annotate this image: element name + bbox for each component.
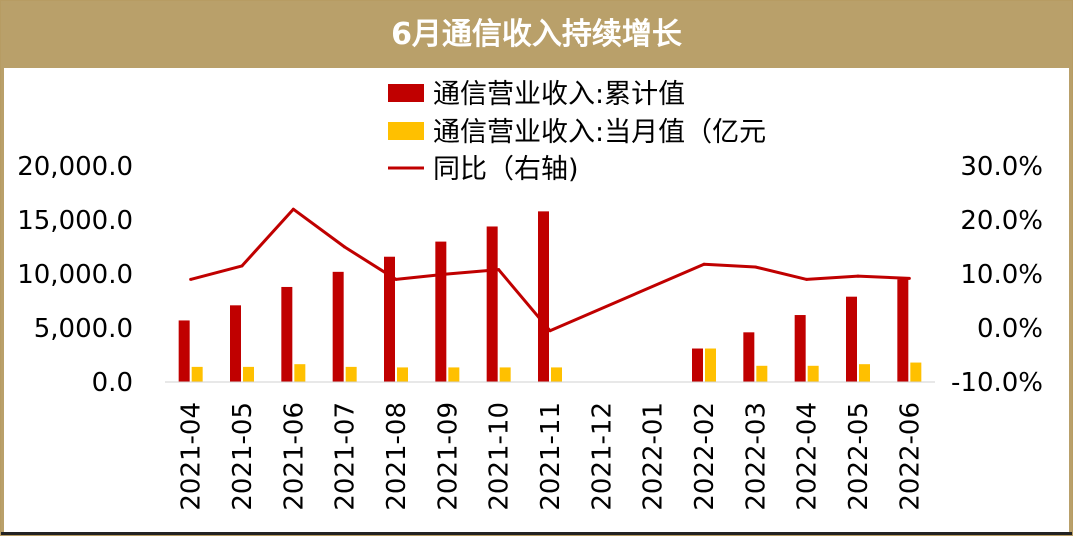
bar-monthly xyxy=(756,365,768,382)
yoy-point xyxy=(497,268,501,272)
x-axis-tick-label: 2022-02 xyxy=(690,402,720,511)
yoy-point xyxy=(394,277,398,281)
legend-label-cumulative: 通信营业收入:累计值 xyxy=(433,79,685,110)
right-axis-tick-label: 10.0% xyxy=(960,260,1043,290)
left-axis-tick-label: 5,000.0 xyxy=(34,314,133,344)
left-axis-tick-label: 0.0 xyxy=(92,368,133,398)
x-axis-tick-label: 2021-12 xyxy=(587,402,617,511)
yoy-line xyxy=(190,207,910,333)
x-axis-tick-label: 2022-03 xyxy=(741,402,771,511)
bar-cumulative xyxy=(846,296,857,382)
bar-monthly xyxy=(910,362,922,382)
right-axis: -10.0% 0.0% 10.0% 20.0% 30.0% xyxy=(951,152,1043,398)
legend-label-yoy: 同比（右轴) xyxy=(433,154,579,185)
x-axis-labels: 2021-04 2021-05 2021-06 2021-07 2021-08 2021-… xyxy=(177,402,926,511)
x-axis-tick-label: 2021-08 xyxy=(382,402,412,511)
bar-cumulative xyxy=(486,226,498,382)
yoy-point xyxy=(445,272,449,276)
bar-cumulative xyxy=(332,271,344,382)
left-axis-tick-label: 15,000.0 xyxy=(17,206,133,236)
x-axis-tick-label: 2021-07 xyxy=(331,402,361,511)
x-axis-tick-label: 2021-09 xyxy=(433,402,463,511)
bar-cumulative xyxy=(384,256,395,382)
legend-swatch-cumulative xyxy=(388,84,424,102)
yoy-point xyxy=(548,329,552,333)
bar-cumulative xyxy=(230,305,241,382)
bar-monthly xyxy=(345,366,357,382)
yoy-point xyxy=(907,276,911,280)
yoy-point xyxy=(291,207,295,211)
left-axis: 0.0 5,000.0 10,000.0 15,000.0 20,000.0 xyxy=(17,152,133,398)
frame-bottom-edge xyxy=(1,532,1072,535)
right-axis-tick-label: 30.0% xyxy=(960,152,1043,182)
bar-monthly xyxy=(243,366,254,382)
bar-monthly xyxy=(191,366,203,382)
legend-label-monthly: 通信营业收入:当月值（亿元 xyxy=(433,117,766,148)
bar-monthly xyxy=(705,348,716,382)
bar-cumulative xyxy=(435,241,447,382)
x-axis-tick-label: 2021-10 xyxy=(485,402,515,511)
yoy-point xyxy=(805,277,809,281)
right-axis-tick-label: 20.0% xyxy=(960,206,1043,236)
x-axis-tick-label: 2021-05 xyxy=(228,402,258,511)
x-axis-tick-label: 2022-05 xyxy=(844,402,874,511)
x-axis-tick-label: 2022-01 xyxy=(639,402,669,511)
bar-monthly xyxy=(397,367,408,382)
bar-cumulative xyxy=(794,315,806,382)
yoy-point xyxy=(856,274,860,278)
right-axis-tick-label: -10.0% xyxy=(951,368,1043,398)
bar-cumulative xyxy=(692,348,703,382)
left-axis-tick-label: 10,000.0 xyxy=(17,260,133,290)
x-axis-tick-label: 2021-06 xyxy=(279,402,309,511)
frame-right-edge xyxy=(1069,68,1072,535)
left-axis-tick-label: 20,000.0 xyxy=(17,152,133,182)
yoy-point xyxy=(240,264,244,268)
bar-monthly xyxy=(551,367,562,382)
title-bar: 6月通信收入持续增长 xyxy=(1,1,1072,68)
frame-left-edge xyxy=(1,68,4,535)
x-axis-tick-label: 2022-06 xyxy=(895,402,925,511)
legend: 通信营业收入:累计值 通信营业收入:当月值（亿元 同比（右轴) xyxy=(388,79,766,185)
bar-cumulative xyxy=(743,332,755,382)
x-axis-tick-label: 2022-04 xyxy=(793,402,823,511)
chart-title: 6月通信收入持续增长 xyxy=(391,17,682,52)
bar-cumulative xyxy=(178,320,190,382)
bar-monthly xyxy=(807,365,819,382)
legend-swatch-monthly xyxy=(388,122,424,140)
bar-monthly xyxy=(294,364,306,382)
yoy-point xyxy=(343,245,347,249)
x-axis-tick-label: 2021-04 xyxy=(177,402,207,511)
yoy-point xyxy=(753,265,757,269)
bar-cumulative xyxy=(281,286,293,382)
bar-cumulative xyxy=(538,211,549,382)
bar-monthly xyxy=(448,367,460,382)
bar-series xyxy=(178,211,922,382)
x-axis-tick-label: 2021-11 xyxy=(536,402,566,511)
yoy-point xyxy=(702,262,706,266)
bar-cumulative xyxy=(897,279,909,382)
bar-monthly xyxy=(859,364,870,382)
yoy-point xyxy=(189,277,193,281)
bar-monthly xyxy=(499,367,511,382)
right-axis-tick-label: 0.0% xyxy=(977,314,1043,344)
line-series xyxy=(189,207,911,333)
